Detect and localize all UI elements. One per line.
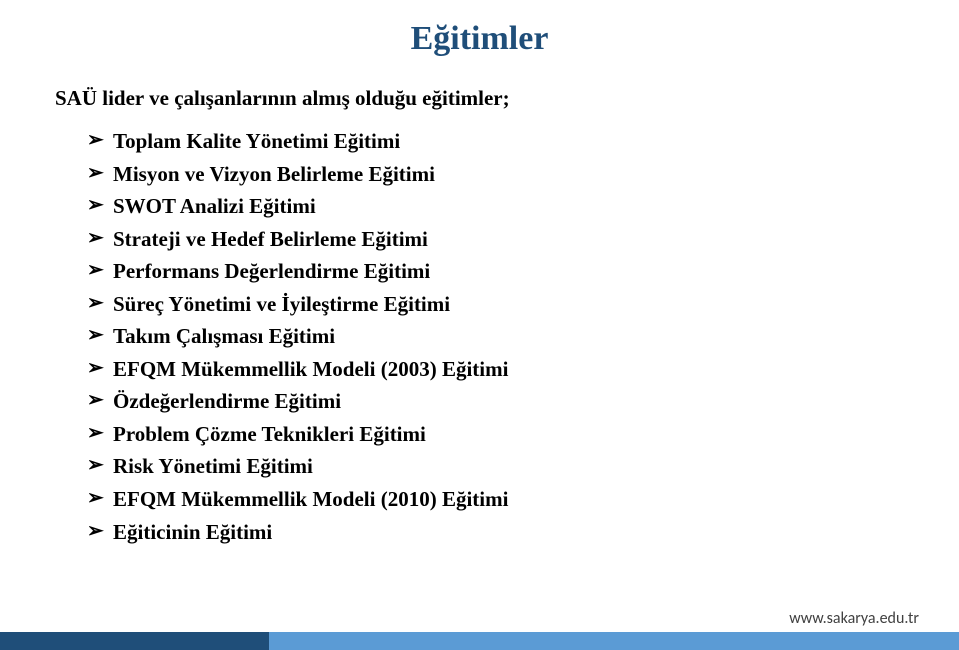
list-item: SWOT Analizi Eğitimi [87, 190, 904, 223]
subtitle: SAÜ lider ve çalışanlarının almış olduğu… [55, 86, 904, 111]
training-list: Toplam Kalite Yönetimi Eğitimi Misyon ve… [55, 125, 904, 548]
list-item: Performans Değerlendirme Eğitimi [87, 255, 904, 288]
list-item: EFQM Mükemmellik Modeli (2010) Eğitimi [87, 483, 904, 516]
list-item: Risk Yönetimi Eğitimi [87, 450, 904, 483]
footer-url: www.sakarya.edu.tr [789, 609, 919, 628]
list-item: EFQM Mükemmellik Modeli (2003) Eğitimi [87, 353, 904, 386]
footer-bar [0, 632, 959, 650]
list-item: Toplam Kalite Yönetimi Eğitimi [87, 125, 904, 158]
page-title: Eğitimler [55, 20, 904, 58]
slide: Eğitimler SAÜ lider ve çalışanlarının al… [0, 0, 959, 650]
list-item: Takım Çalışması Eğitimi [87, 320, 904, 353]
list-item: Problem Çözme Teknikleri Eğitimi [87, 418, 904, 451]
list-item: Süreç Yönetimi ve İyileştirme Eğitimi [87, 288, 904, 321]
footer-bar-light [269, 632, 959, 650]
list-item: Strateji ve Hedef Belirleme Eğitimi [87, 223, 904, 256]
footer-bar-dark [0, 632, 269, 650]
list-item: Özdeğerlendirme Eğitimi [87, 385, 904, 418]
list-item: Eğiticinin Eğitimi [87, 516, 904, 549]
list-item: Misyon ve Vizyon Belirleme Eğitimi [87, 158, 904, 191]
